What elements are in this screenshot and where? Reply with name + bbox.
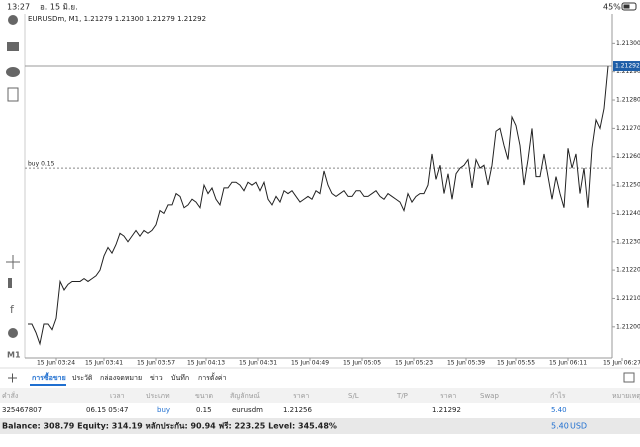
status-time: 13:27 (7, 3, 30, 12)
layout-icon[interactable] (623, 372, 635, 383)
x-tick-label: 15 Jun 05:55 (497, 360, 535, 367)
order-label: buy 0.15 (28, 161, 55, 168)
y-tick-label: 1.21230 (616, 238, 640, 245)
x-tick-label: 15 Jun 05:39 (447, 360, 485, 367)
tab[interactable]: บันทึก (171, 373, 189, 382)
table-header-bg (0, 388, 640, 403)
objects-icon[interactable] (8, 328, 18, 338)
y-tick-label: 1.21210 (616, 295, 640, 302)
tab[interactable]: การตั้งค่า (198, 371, 227, 382)
y-tick-label: 1.21220 (616, 267, 640, 274)
add-button[interactable] (8, 373, 17, 383)
currency: USD (570, 422, 587, 431)
column-header: ราคา (293, 392, 309, 400)
column-header: Swap (480, 392, 499, 400)
column-header: สัญลักษณ์ (230, 392, 260, 400)
x-tick-label: 15 Jun 04:31 (239, 360, 277, 367)
total-profit: 5.40 (551, 422, 569, 431)
x-tick-label: 15 Jun 05:05 (343, 360, 381, 367)
cell-size: 0.15 (196, 406, 212, 414)
x-tick-label: 15 Jun 03:57 (137, 360, 175, 367)
tab[interactable]: การซื้อขาย (32, 371, 66, 382)
tab[interactable]: ข่าว (150, 374, 163, 382)
cell-type: buy (157, 406, 170, 414)
column-header: ขนาด (195, 392, 213, 400)
column-header: ราคา (440, 392, 456, 400)
x-tick-label: 15 Jun 03:41 (85, 360, 123, 367)
x-tick-label: 15 Jun 06:11 (549, 360, 587, 367)
y-tick-label: 1.21240 (616, 210, 640, 217)
y-tick-label: 1.21280 (616, 97, 640, 104)
y-tick-label: 1.21260 (616, 153, 640, 160)
battery-icon (621, 2, 637, 11)
cell-profit: 5.40 (551, 406, 567, 414)
x-tick-label: 15 Jun 04:13 (187, 360, 225, 367)
current-price-label: 1.21292 (615, 63, 640, 70)
battery-level (623, 4, 630, 9)
cell-open-price: 1.21256 (283, 406, 312, 414)
column-header: T/P (396, 392, 408, 400)
crosshair-icon[interactable] (6, 255, 20, 269)
cell-symbol: eurusdm (232, 406, 263, 414)
chat-icon[interactable] (6, 67, 20, 77)
y-tick-label: 1.21290 (616, 68, 640, 75)
cell-order: 325467807 (2, 406, 42, 414)
tab[interactable]: กล่องจดหมาย (100, 374, 142, 382)
current-price-box (613, 61, 640, 72)
trade-icon[interactable] (7, 42, 19, 51)
y-tick-label: 1.21270 (616, 125, 640, 132)
column-header: S/L (348, 392, 359, 400)
add-icon[interactable] (7, 87, 19, 102)
cell-current-price: 1.21292 (432, 406, 461, 414)
column-header: กำไร (550, 391, 566, 400)
account-icon[interactable] (8, 15, 18, 25)
left-toolbar: f (6, 15, 20, 338)
x-tick-label: 15 Jun 06:27 (603, 360, 640, 367)
price-line (28, 65, 609, 346)
column-header: ประเภท (146, 392, 170, 400)
cell-time: 06.15 05:47 (86, 406, 128, 414)
tab[interactable]: ประวัติ (72, 374, 93, 382)
y-tick-label: 1.21250 (616, 182, 640, 189)
timeframe[interactable]: M1 (7, 351, 21, 360)
column-header: เวลา (110, 392, 125, 400)
column-header: หมายเหตุ (612, 392, 640, 400)
y-tick-label: 1.21200 (616, 323, 640, 330)
x-tick-label: 15 Jun 05:23 (395, 360, 433, 367)
footer-bg (0, 418, 640, 434)
x-tick-label: 15 Jun 04:49 (291, 360, 329, 367)
status-battery: 45% (603, 3, 621, 12)
status-date: อ. 15 มิ.ย. (40, 3, 78, 12)
indicator-icon[interactable] (8, 278, 12, 288)
chart-title: EURUSDm, M1, 1.21279 1.21300 1.21279 1.2… (28, 15, 206, 23)
y-tick-label: 1.21300 (616, 40, 640, 47)
account-summary: Balance: 308.79 Equity: 314.19 หลักประกั… (2, 421, 337, 431)
column-header: คำสั่ง (2, 391, 18, 400)
x-tick-label: 15 Jun 03:24 (37, 360, 75, 367)
function-icon[interactable]: f (10, 303, 15, 316)
